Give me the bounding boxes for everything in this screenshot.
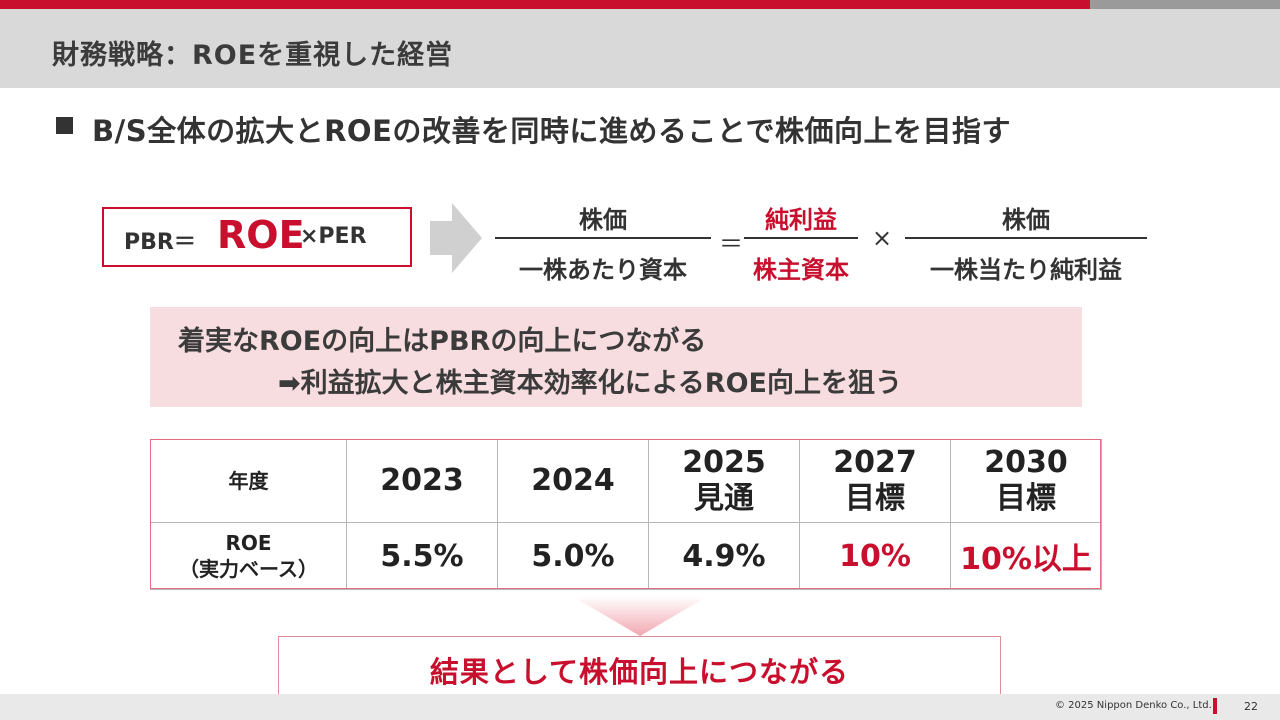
times-sign: × <box>872 224 893 252</box>
top-accent-bar-red <box>0 0 1090 9</box>
table-row: ROE （実力ベース） 5.5% 5.0% 4.9% 10% 10%以上 <box>150 522 1102 590</box>
year-note: 見通 <box>694 481 754 516</box>
arrow-right-icon <box>430 203 482 273</box>
fraction2-denominator: 株主資本 <box>753 256 849 284</box>
bullet-square-icon <box>56 117 73 134</box>
fraction2-numerator: 純利益 <box>765 206 837 234</box>
fraction1-numerator: 株価 <box>579 206 627 234</box>
roe-value-cell: 4.9% <box>648 522 800 590</box>
fraction3-denominator: 一株当たり純利益 <box>930 256 1122 284</box>
year-value: 2023 <box>380 463 464 498</box>
roe-table: 年度 2023 2024 2025 見通 2027 目標 2030 目標 ROE （実力… <box>150 439 1102 590</box>
year-value: 2027 <box>833 445 917 480</box>
roe-row-label-main: ROE <box>225 531 272 555</box>
fraction1-denominator: 一株あたり資本 <box>519 256 687 284</box>
top-accent-bar-gray <box>1090 0 1280 9</box>
fraction1-bar <box>495 237 711 239</box>
table-year-cell: 2027 目標 <box>799 439 951 523</box>
title-band <box>0 9 1280 88</box>
year-note: 目標 <box>845 481 905 516</box>
table-header-label: 年度 <box>150 439 347 523</box>
pbr-per-term: ×PER <box>300 224 367 249</box>
year-note: 目標 <box>996 481 1056 516</box>
fraction3-numerator: 株価 <box>1002 206 1050 234</box>
arrow-down-icon <box>572 596 708 636</box>
fraction2-bar <box>744 237 858 239</box>
page-number: 22 <box>1244 700 1258 713</box>
roe-target-cell: 10%以上 <box>950 522 1102 590</box>
table-year-cell: 2025 見通 <box>648 439 800 523</box>
pbr-formula-box: PBR＝ ROE ×PER <box>102 207 412 267</box>
year-value: 2030 <box>984 445 1068 480</box>
roe-row-label-sub: （実力ベース） <box>179 557 318 581</box>
equals-sign: ＝ <box>719 230 743 258</box>
year-value: 2025 <box>682 445 766 480</box>
year-value: 2024 <box>531 463 615 498</box>
roe-row-label: ROE （実力ベース） <box>150 522 347 590</box>
result-text: 結果として株価向上につながる <box>429 655 850 689</box>
pbr-roe-term: ROE <box>217 213 305 257</box>
table-header-row: 年度 2023 2024 2025 見通 2027 目標 2030 目標 <box>150 439 1102 523</box>
copyright: © 2025 Nippon Denko Co., Ltd. <box>1055 700 1212 711</box>
result-box: 結果として株価向上につながる <box>278 636 1001 697</box>
page-title: 財務戦略：ROEを重視した経営 <box>52 40 454 71</box>
footer <box>0 694 1280 720</box>
table-year-cell: 2030 目標 <box>950 439 1102 523</box>
roe-value-cell: 5.0% <box>497 522 649 590</box>
table-year-cell: 2024 <box>497 439 649 523</box>
callout-line1: 着実なROEの向上はPBRの向上につながる <box>178 326 707 357</box>
roe-value-cell: 5.5% <box>346 522 498 590</box>
pbr-label: PBR＝ <box>124 230 196 255</box>
headline: B/S全体の拡大とROEの改善を同時に進めることで株価向上を目指す <box>92 114 1012 148</box>
footer-accent-mark <box>1213 698 1217 714</box>
table-year-cell: 2023 <box>346 439 498 523</box>
roe-target-cell: 10% <box>799 522 951 590</box>
callout-line2: ➡利益拡大と株主資本効率化によるROE向上を狙う <box>278 368 902 399</box>
callout-box: 着実なROEの向上はPBRの向上につながる ➡利益拡大と株主資本効率化によるRO… <box>150 307 1082 407</box>
fraction3-bar <box>905 237 1147 239</box>
